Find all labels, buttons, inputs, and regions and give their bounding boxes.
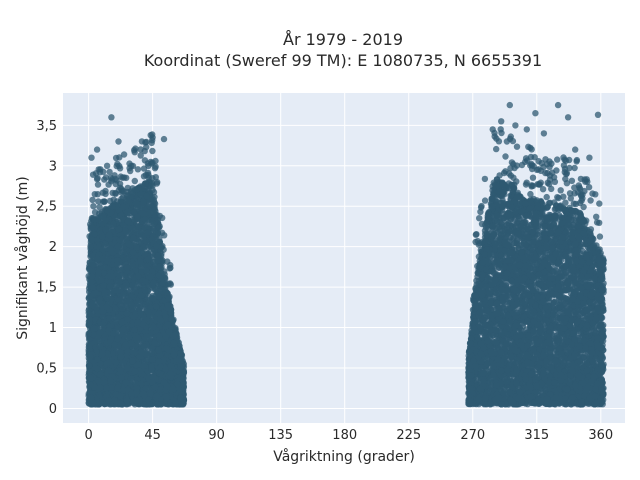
chart-title-line2: Koordinat (Sweref 99 TM): E 1080735, N 6… <box>144 51 542 70</box>
data-points <box>85 101 607 408</box>
data-point <box>126 297 133 304</box>
data-point <box>150 209 158 216</box>
data-point <box>156 263 163 271</box>
data-point <box>150 323 157 331</box>
data-point <box>164 321 171 328</box>
data-point <box>151 339 158 347</box>
data-point <box>107 245 114 252</box>
data-point <box>111 396 118 404</box>
data-point <box>132 397 140 404</box>
data-point <box>89 300 96 307</box>
data-point <box>115 225 123 233</box>
data-point <box>129 263 136 270</box>
data-point <box>116 272 124 280</box>
data-point <box>122 379 130 386</box>
data-point <box>91 325 99 332</box>
data-point <box>124 364 131 372</box>
data-point <box>114 384 121 392</box>
data-point <box>150 197 157 204</box>
data-point <box>89 273 96 280</box>
data-point <box>162 313 169 321</box>
data-point <box>140 390 147 397</box>
data-point <box>87 243 94 250</box>
data-point <box>148 254 155 261</box>
data-point <box>128 340 135 347</box>
data-point <box>167 362 175 369</box>
data-point <box>85 320 93 328</box>
data-point <box>117 301 124 309</box>
data-point <box>156 315 164 323</box>
data-point <box>99 233 106 240</box>
data-point <box>142 385 150 392</box>
data-point <box>102 240 109 247</box>
data-point <box>155 310 163 317</box>
data-point <box>130 234 137 241</box>
data-point <box>86 343 93 350</box>
data-point <box>152 303 160 310</box>
data-point <box>97 371 104 378</box>
data-point <box>117 353 125 360</box>
data-point <box>144 229 151 236</box>
data-point <box>99 246 106 253</box>
chart-title-line1: År 1979 - 2019 <box>283 30 403 49</box>
data-point <box>140 361 148 369</box>
